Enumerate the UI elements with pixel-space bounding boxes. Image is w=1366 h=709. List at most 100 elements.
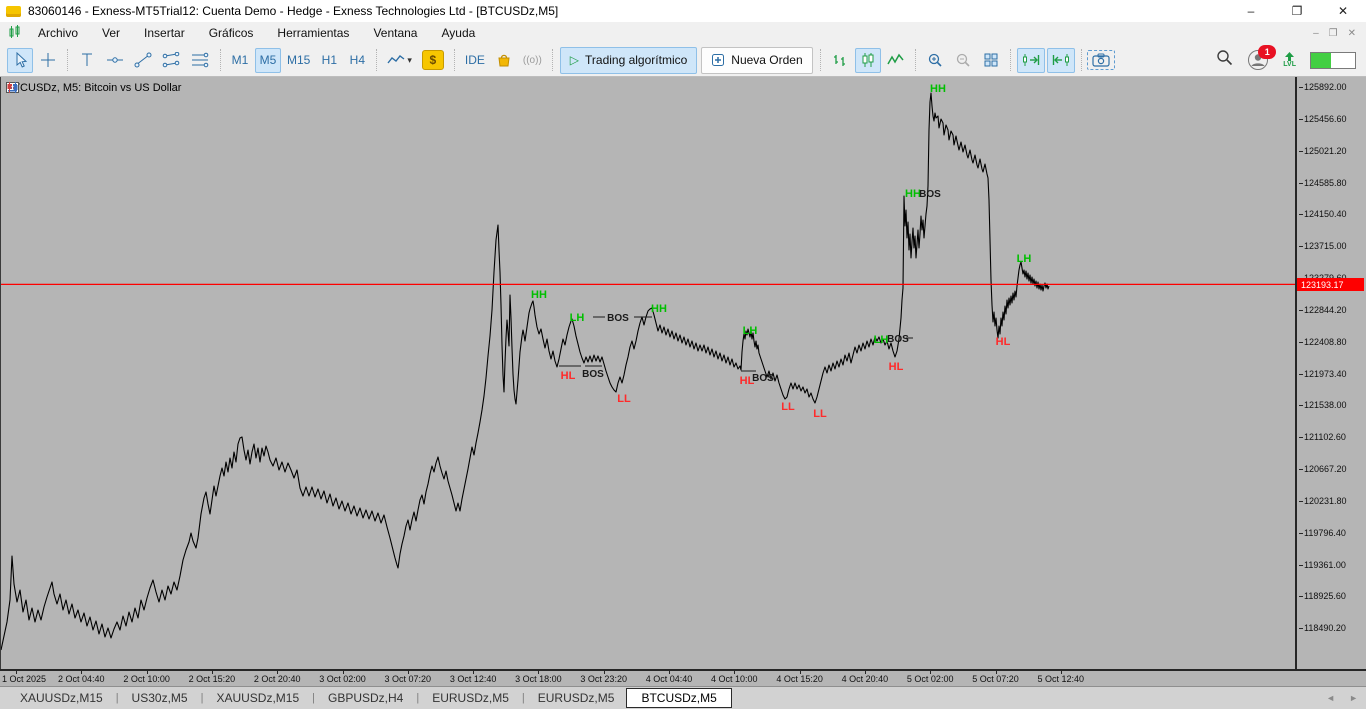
ide-button[interactable]: IDE bbox=[464, 53, 485, 67]
tab-scroll-right-button[interactable]: ► bbox=[1349, 693, 1358, 703]
chart-annotation-hh: HH bbox=[930, 83, 946, 95]
crosshair-tool-button[interactable] bbox=[35, 48, 61, 73]
time-axis[interactable]: 1 Oct 2025 2 Oct 04:40 2 Oct 10:00 2 Oct 15… bbox=[0, 669, 1366, 686]
chart-tab-xauusdzm15[interactable]: XAUUSDz,M15 bbox=[20, 691, 103, 705]
chart-tab-gbpusdzh4[interactable]: GBPUSDz,H4 bbox=[327, 691, 404, 705]
bar-chart-button[interactable] bbox=[827, 48, 853, 73]
community-account-button[interactable]: 1 bbox=[1247, 45, 1277, 71]
time-axis-tick bbox=[1060, 671, 1062, 674]
signals-button[interactable]: ((o)) bbox=[519, 48, 546, 73]
search-button[interactable] bbox=[1216, 49, 1233, 71]
mdi-close-button[interactable]: ✕ bbox=[1347, 27, 1356, 39]
toolbar-separator bbox=[376, 49, 378, 71]
price-axis-label: 121102.60 bbox=[1299, 432, 1346, 442]
chart-tab-us30zm5[interactable]: US30z,M5 bbox=[131, 691, 188, 705]
timeframe-group: M1 M5 M15 H1 H4 bbox=[226, 47, 371, 73]
time-axis-label: 4 Oct 20:40 bbox=[841, 674, 889, 684]
time-axis-tick bbox=[669, 671, 670, 674]
zoom-in-button[interactable] bbox=[922, 48, 948, 73]
chart-tab-eurusdzm5[interactable]: EURUSDz,M5 bbox=[432, 691, 509, 705]
price-axis-label: 125021.20 bbox=[1299, 146, 1347, 156]
timeframe-m15[interactable]: M15 bbox=[287, 53, 311, 67]
price-axis-label: 122408.80 bbox=[1299, 337, 1347, 347]
deposit-button[interactable]: $ bbox=[418, 48, 448, 73]
toolbar-separator bbox=[551, 49, 553, 71]
toolbar-separator bbox=[67, 49, 68, 71]
mdi-minimize-button[interactable]: – bbox=[1313, 27, 1319, 39]
menu-item-insertar[interactable]: Insertar bbox=[144, 26, 185, 40]
chart-annotation-bos: BOS bbox=[887, 334, 909, 345]
restore-button[interactable]: ❐ bbox=[1291, 4, 1303, 18]
price-axis-label: 119796.40 bbox=[1299, 528, 1346, 538]
price-axis-label: 122844.20 bbox=[1299, 305, 1347, 315]
fibonacci-tool-button[interactable] bbox=[186, 48, 214, 73]
menu-item-ayuda[interactable]: Ayuda bbox=[441, 26, 476, 40]
tile-windows-button[interactable] bbox=[978, 48, 1004, 73]
cursor-tool-button[interactable] bbox=[7, 47, 33, 73]
toolbar-separator bbox=[220, 49, 221, 71]
signal-icon: ((o)) bbox=[522, 54, 542, 66]
search-icon bbox=[1217, 50, 1233, 66]
channel-tool-button[interactable] bbox=[158, 48, 184, 73]
chart-type-dropdown[interactable]: ▾ bbox=[383, 48, 416, 73]
price-axis[interactable]: 123193.17 125892.00 125456.60 125021.20 124… bbox=[1295, 77, 1366, 669]
time-axis-tick bbox=[211, 671, 213, 674]
time-axis-tick bbox=[538, 671, 540, 674]
time-axis-label: 4 Oct 04:40 bbox=[645, 674, 693, 684]
trendline-tool-button[interactable] bbox=[130, 48, 156, 73]
menu-item-grficos[interactable]: Gráficos bbox=[208, 26, 254, 40]
new-order-label: Nueva Orden bbox=[731, 53, 803, 67]
horizontal-line-tool-button[interactable] bbox=[102, 48, 128, 73]
new-order-button[interactable]: Nueva Orden bbox=[701, 46, 813, 74]
title-bar: 83060146 - Exness-MT5Trial12: Cuenta Dem… bbox=[0, 0, 1366, 23]
price-axis-label: 124585.80 bbox=[1299, 178, 1347, 188]
menu-item-herramientas[interactable]: Herramientas bbox=[277, 26, 350, 40]
shift-chart-end-button[interactable] bbox=[1016, 47, 1045, 73]
timeframe-h1[interactable]: H1 bbox=[321, 53, 338, 67]
toolbar: M1 M5 M15 H1 H4 ▾ $ IDE ((o)) ▷ Trading algo… bbox=[0, 44, 1366, 77]
chart-annotation-ll: LL bbox=[781, 401, 795, 413]
one-click-trading-icon[interactable] bbox=[6, 82, 19, 93]
dollar-icon: $ bbox=[421, 50, 444, 70]
chart-tab-xauusdzm15[interactable]: XAUUSDz,M15 bbox=[216, 691, 300, 705]
chart-plot-area[interactable]: BTCUSDz, M5: Bitcoin vs US Dollar HH HH BO… bbox=[0, 77, 1296, 669]
chart-annotation-hl: HL bbox=[889, 361, 904, 373]
time-axis-label: 3 Oct 12:40 bbox=[449, 674, 497, 684]
chart-tab-eurusdzm5[interactable]: EURUSDz,M5 bbox=[537, 691, 615, 705]
menu-item-ver[interactable]: Ver bbox=[102, 26, 121, 40]
price-axis-label: 121538.00 bbox=[1299, 400, 1347, 410]
time-axis-label: 2 Oct 15:20 bbox=[188, 674, 236, 684]
play-icon: ▷ bbox=[569, 53, 580, 67]
timeframe-m5[interactable]: M5 bbox=[255, 47, 281, 73]
line-chart-button[interactable] bbox=[883, 48, 909, 73]
menu-item-ventana[interactable]: Ventana bbox=[373, 26, 418, 40]
time-axis-label: 5 Oct 12:40 bbox=[1037, 674, 1085, 684]
timeframe-m1[interactable]: M1 bbox=[231, 53, 249, 67]
lvl-indicator[interactable]: LVL bbox=[1283, 52, 1296, 68]
time-axis-label: 5 Oct 02:00 bbox=[906, 674, 954, 684]
screenshot-button[interactable] bbox=[1086, 50, 1115, 70]
price-line-series bbox=[1, 92, 1050, 651]
mt5-logo-icon bbox=[8, 24, 22, 42]
candlestick-chart-button[interactable] bbox=[854, 47, 881, 73]
auto-scroll-button[interactable] bbox=[1046, 47, 1075, 73]
price-axis-label: 120667.20 bbox=[1299, 464, 1347, 474]
close-button[interactable]: ✕ bbox=[1337, 4, 1349, 18]
chart-annotation-hh: HH bbox=[905, 188, 921, 200]
vertical-line-tool-button[interactable] bbox=[74, 48, 100, 73]
algo-trading-button[interactable]: ▷ Trading algorítmico bbox=[559, 46, 698, 74]
toolbar-separator bbox=[1080, 49, 1082, 71]
tab-separator: | bbox=[521, 692, 525, 704]
market-button[interactable] bbox=[491, 48, 517, 73]
mdi-restore-button[interactable]: ❐ bbox=[1328, 27, 1338, 39]
timeframe-h4[interactable]: H4 bbox=[349, 53, 366, 67]
tab-scroll-left-button[interactable]: ◄ bbox=[1326, 693, 1336, 703]
minimize-button[interactable]: – bbox=[1247, 4, 1255, 18]
chart-tab-btcusdzm5[interactable]: BTCUSDz,M5 bbox=[626, 688, 732, 708]
zoom-out-button[interactable] bbox=[950, 48, 976, 73]
menu-item-archivo[interactable]: Archivo bbox=[38, 26, 79, 40]
price-axis-label: 120231.80 bbox=[1299, 496, 1347, 506]
chart-annotation-lh: LH bbox=[874, 334, 889, 346]
account-progress-bar bbox=[1310, 51, 1356, 69]
